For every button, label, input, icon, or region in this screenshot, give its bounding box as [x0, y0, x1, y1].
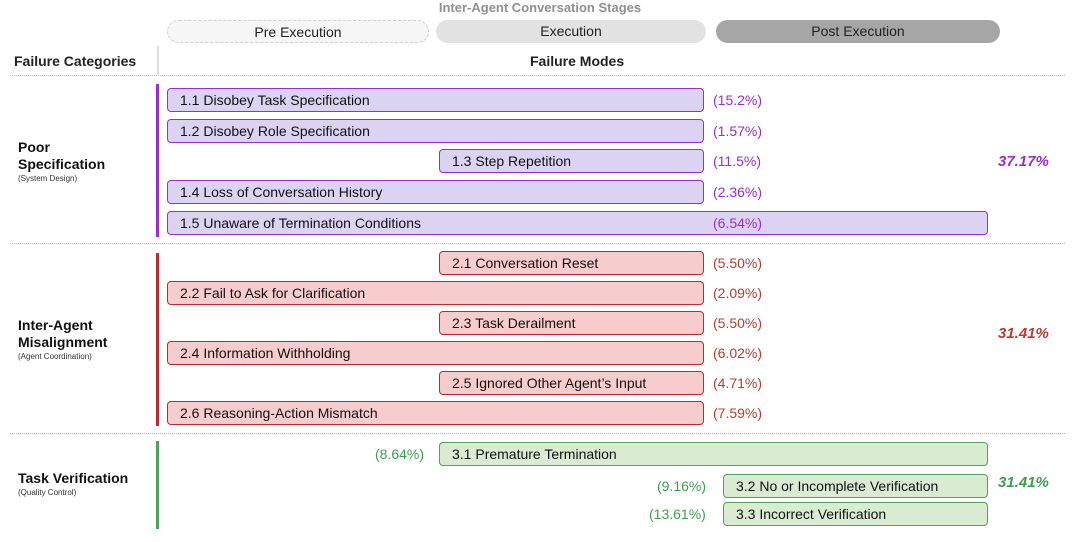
stage-pre-execution: Pre Execution: [167, 20, 429, 43]
category-subtitle: (System Design): [18, 174, 78, 183]
failure-mode-percent: (6.54%): [713, 215, 763, 231]
failure-mode-percent: (8.64%): [375, 446, 425, 462]
failure-mode-box: 1.5 Unaware of Termination Conditions: [167, 211, 988, 235]
failure-mode-box: 3.3 Incorrect Verification: [723, 502, 988, 526]
failure-mode-box: 2.1 Conversation Reset: [439, 251, 704, 275]
failure-mode-box: 3.1 Premature Termination: [439, 442, 988, 466]
failure-mode-percent: (2.09%): [713, 285, 763, 301]
stage-post-execution: Post Execution: [716, 20, 1000, 43]
header-separator: [157, 46, 159, 74]
category-inter-agent-misalignment: Inter-Agent Misalignment (Agent Coordina…: [18, 317, 108, 361]
failure-mode-percent: (7.59%): [713, 405, 763, 421]
failure-mode-percent: (9.16%): [657, 478, 707, 494]
failure-mode-percent: (2.36%): [713, 184, 763, 200]
poor-specification-total: 37.17%: [998, 153, 1049, 170]
failure-mode-box: 3.2 No or Incomplete Verification: [723, 474, 988, 498]
failure-categories-header: Failure Categories: [14, 53, 137, 69]
divider: [10, 243, 1065, 244]
failure-mode-percent: (1.57%): [713, 123, 763, 139]
failure-mode-box: 2.5 Ignored Other Agent’s Input: [439, 371, 704, 395]
inter-agent-misalignment-bar: [156, 253, 159, 426]
failure-mode-percent: (4.71%): [713, 375, 763, 391]
divider: [10, 75, 1065, 76]
failure-mode-box: 2.6 Reasoning-Action Mismatch: [167, 401, 704, 425]
category-subtitle: (Agent Coordination): [18, 352, 92, 361]
poor-specification-bar: [156, 84, 159, 237]
failure-mode-percent: (6.02%): [713, 345, 763, 361]
category-task-verification: Task Verification (Quality Control): [18, 470, 129, 497]
task-verification-bar: [156, 441, 159, 529]
failure-mode-percent: (5.50%): [713, 315, 763, 331]
divider: [10, 433, 1065, 434]
failure-mode-percent: (11.5%): [713, 153, 761, 169]
category-subtitle: (Quality Control): [18, 488, 77, 497]
failure-mode-box: 2.4 Information Withholding: [167, 341, 704, 365]
stage-execution: Execution: [436, 20, 706, 43]
category-poor-specification: Poor Specification (System Design): [18, 139, 106, 183]
failure-mode-percent: (13.61%): [649, 506, 706, 522]
failure-modes-header: Failure Modes: [530, 53, 625, 69]
diagram-title: Inter-Agent Conversation Stages: [438, 0, 642, 15]
failure-mode-percent: (15.2%): [713, 92, 763, 108]
failure-mode-box: 1.1 Disobey Task Specification: [167, 88, 704, 112]
failure-mode-percent: (5.50%): [713, 255, 763, 271]
inter-agent-misalignment-total: 31.41%: [998, 325, 1049, 342]
failure-mode-box: 2.2 Fail to Ask for Clarification: [167, 281, 704, 305]
failure-mode-box: 2.3 Task Derailment: [439, 311, 704, 335]
failure-mode-box: 1.2 Disobey Role Specification: [167, 119, 704, 143]
failure-mode-box: 1.4 Loss of Conversation History: [167, 180, 704, 204]
task-verification-total: 31.41%: [998, 474, 1049, 491]
failure-mode-box: 1.3 Step Repetition: [439, 149, 704, 173]
